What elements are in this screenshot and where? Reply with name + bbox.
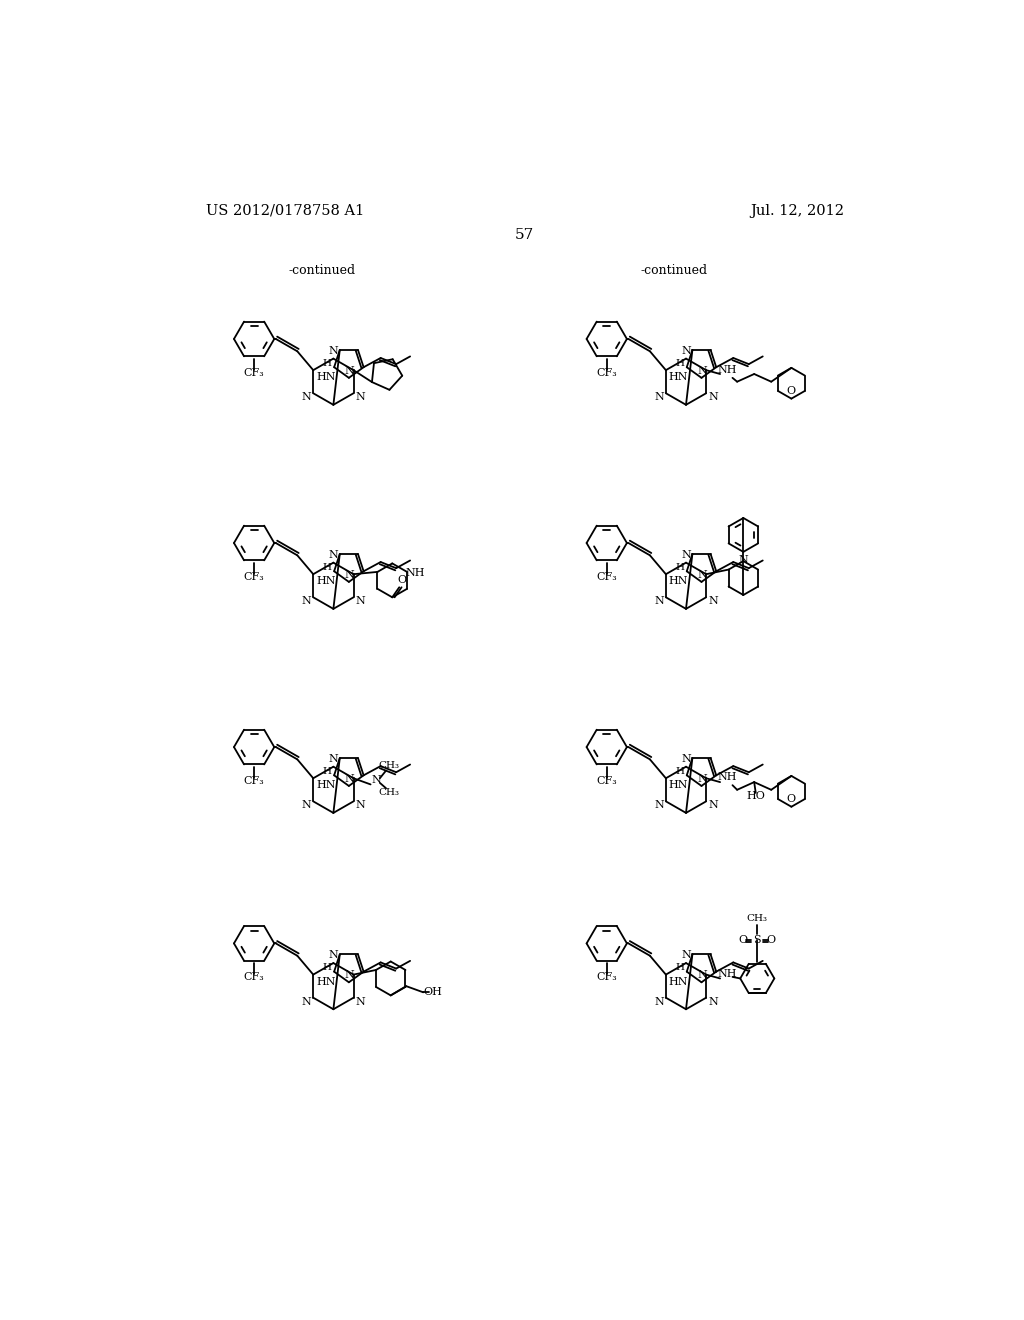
Text: NH: NH (406, 569, 425, 578)
Text: HN: HN (316, 372, 336, 383)
Text: H: H (323, 964, 332, 973)
Text: N: N (654, 597, 664, 606)
Text: N: N (302, 392, 311, 403)
Text: N: N (697, 570, 708, 579)
Text: N: N (697, 970, 708, 981)
Text: N: N (329, 950, 338, 961)
Text: OH: OH (423, 987, 442, 998)
Text: N: N (355, 997, 366, 1007)
Text: N: N (708, 800, 718, 810)
Text: N: N (345, 774, 354, 784)
Text: US 2012/0178758 A1: US 2012/0178758 A1 (206, 203, 364, 218)
Text: O: O (397, 574, 407, 585)
Text: HN: HN (669, 372, 688, 383)
Text: HN: HN (316, 577, 336, 586)
Text: HN: HN (669, 780, 688, 791)
Text: HN: HN (316, 780, 336, 791)
Text: N: N (329, 346, 338, 356)
Text: N: N (329, 754, 338, 764)
Text: N: N (708, 997, 718, 1007)
Text: HN: HN (669, 977, 688, 987)
Text: -continued: -continued (641, 264, 708, 277)
Text: HN: HN (316, 977, 336, 987)
Text: N: N (329, 550, 338, 560)
Text: H: H (323, 767, 332, 776)
Text: N: N (697, 774, 708, 784)
Text: N: N (355, 597, 366, 606)
Text: N: N (681, 950, 691, 961)
Text: CF₃: CF₃ (596, 776, 617, 785)
Text: H: H (675, 964, 684, 973)
Text: N: N (681, 550, 691, 560)
Text: O: O (767, 935, 776, 945)
Text: -continued: -continued (288, 264, 355, 277)
Text: CF₃: CF₃ (244, 973, 264, 982)
Text: H: H (675, 767, 684, 776)
Text: CF₃: CF₃ (244, 572, 264, 582)
Text: N: N (654, 392, 664, 403)
Text: O: O (786, 385, 796, 396)
Text: NH: NH (717, 969, 737, 979)
Text: CF₃: CF₃ (596, 368, 617, 378)
Text: N: N (355, 800, 366, 810)
Text: N: N (681, 754, 691, 764)
Text: N: N (302, 997, 311, 1007)
Text: N: N (345, 970, 354, 981)
Text: O: O (786, 795, 796, 804)
Text: N: N (355, 392, 366, 403)
Text: N: N (708, 392, 718, 403)
Text: N: N (345, 366, 354, 376)
Text: O: O (738, 935, 748, 945)
Text: CF₃: CF₃ (244, 776, 264, 785)
Text: H: H (675, 359, 684, 368)
Text: N: N (738, 554, 749, 565)
Text: CF₃: CF₃ (244, 368, 264, 378)
Text: N: N (302, 597, 311, 606)
Text: 57: 57 (515, 228, 535, 243)
Text: CH₃: CH₃ (379, 762, 399, 771)
Text: NH: NH (717, 772, 737, 783)
Text: N: N (302, 800, 311, 810)
Text: H: H (675, 562, 684, 572)
Text: Jul. 12, 2012: Jul. 12, 2012 (751, 203, 844, 218)
Text: HO: HO (746, 791, 765, 801)
Text: N: N (345, 570, 354, 579)
Text: N: N (654, 800, 664, 810)
Text: H: H (323, 359, 332, 368)
Text: NH: NH (717, 366, 737, 375)
Text: S: S (754, 935, 761, 945)
Text: CF₃: CF₃ (596, 973, 617, 982)
Text: N: N (371, 775, 381, 785)
Text: HN: HN (669, 577, 688, 586)
Text: CH₃: CH₃ (379, 788, 399, 797)
Text: CF₃: CF₃ (596, 572, 617, 582)
Text: CH₃: CH₃ (746, 913, 768, 923)
Text: N: N (708, 597, 718, 606)
Text: N: N (681, 346, 691, 356)
Text: H: H (323, 562, 332, 572)
Text: N: N (697, 366, 708, 376)
Text: N: N (654, 997, 664, 1007)
